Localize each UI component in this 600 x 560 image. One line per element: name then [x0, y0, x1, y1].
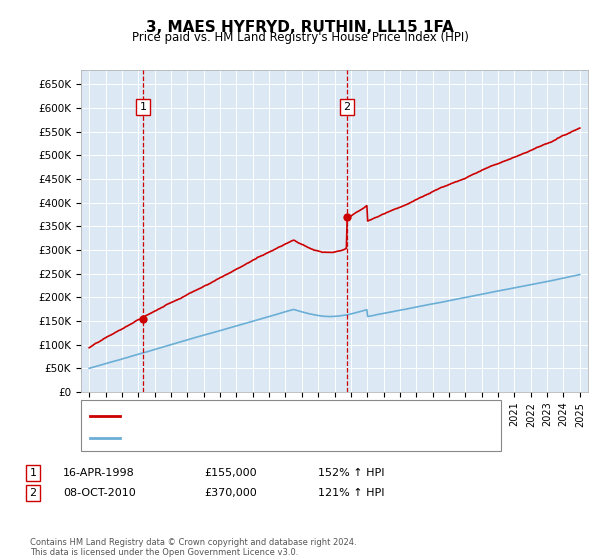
Text: 1: 1	[29, 468, 37, 478]
Text: 3, MAES HYFRYD, RUTHIN, LL15 1FA (detached house): 3, MAES HYFRYD, RUTHIN, LL15 1FA (detach…	[126, 410, 406, 421]
Text: 16-APR-1998: 16-APR-1998	[63, 468, 135, 478]
Text: 2: 2	[29, 488, 37, 498]
Text: 2: 2	[344, 102, 350, 112]
Text: Contains HM Land Registry data © Crown copyright and database right 2024.
This d: Contains HM Land Registry data © Crown c…	[30, 538, 356, 557]
Text: 1: 1	[139, 102, 146, 112]
Text: 121% ↑ HPI: 121% ↑ HPI	[318, 488, 385, 498]
Text: Price paid vs. HM Land Registry's House Price Index (HPI): Price paid vs. HM Land Registry's House …	[131, 31, 469, 44]
Text: 08-OCT-2010: 08-OCT-2010	[63, 488, 136, 498]
Text: 152% ↑ HPI: 152% ↑ HPI	[318, 468, 385, 478]
Text: HPI: Average price, detached house, Denbighshire: HPI: Average price, detached house, Denb…	[126, 433, 388, 443]
Text: £370,000: £370,000	[204, 488, 257, 498]
Text: 3, MAES HYFRYD, RUTHIN, LL15 1FA: 3, MAES HYFRYD, RUTHIN, LL15 1FA	[146, 20, 454, 35]
Text: £155,000: £155,000	[204, 468, 257, 478]
